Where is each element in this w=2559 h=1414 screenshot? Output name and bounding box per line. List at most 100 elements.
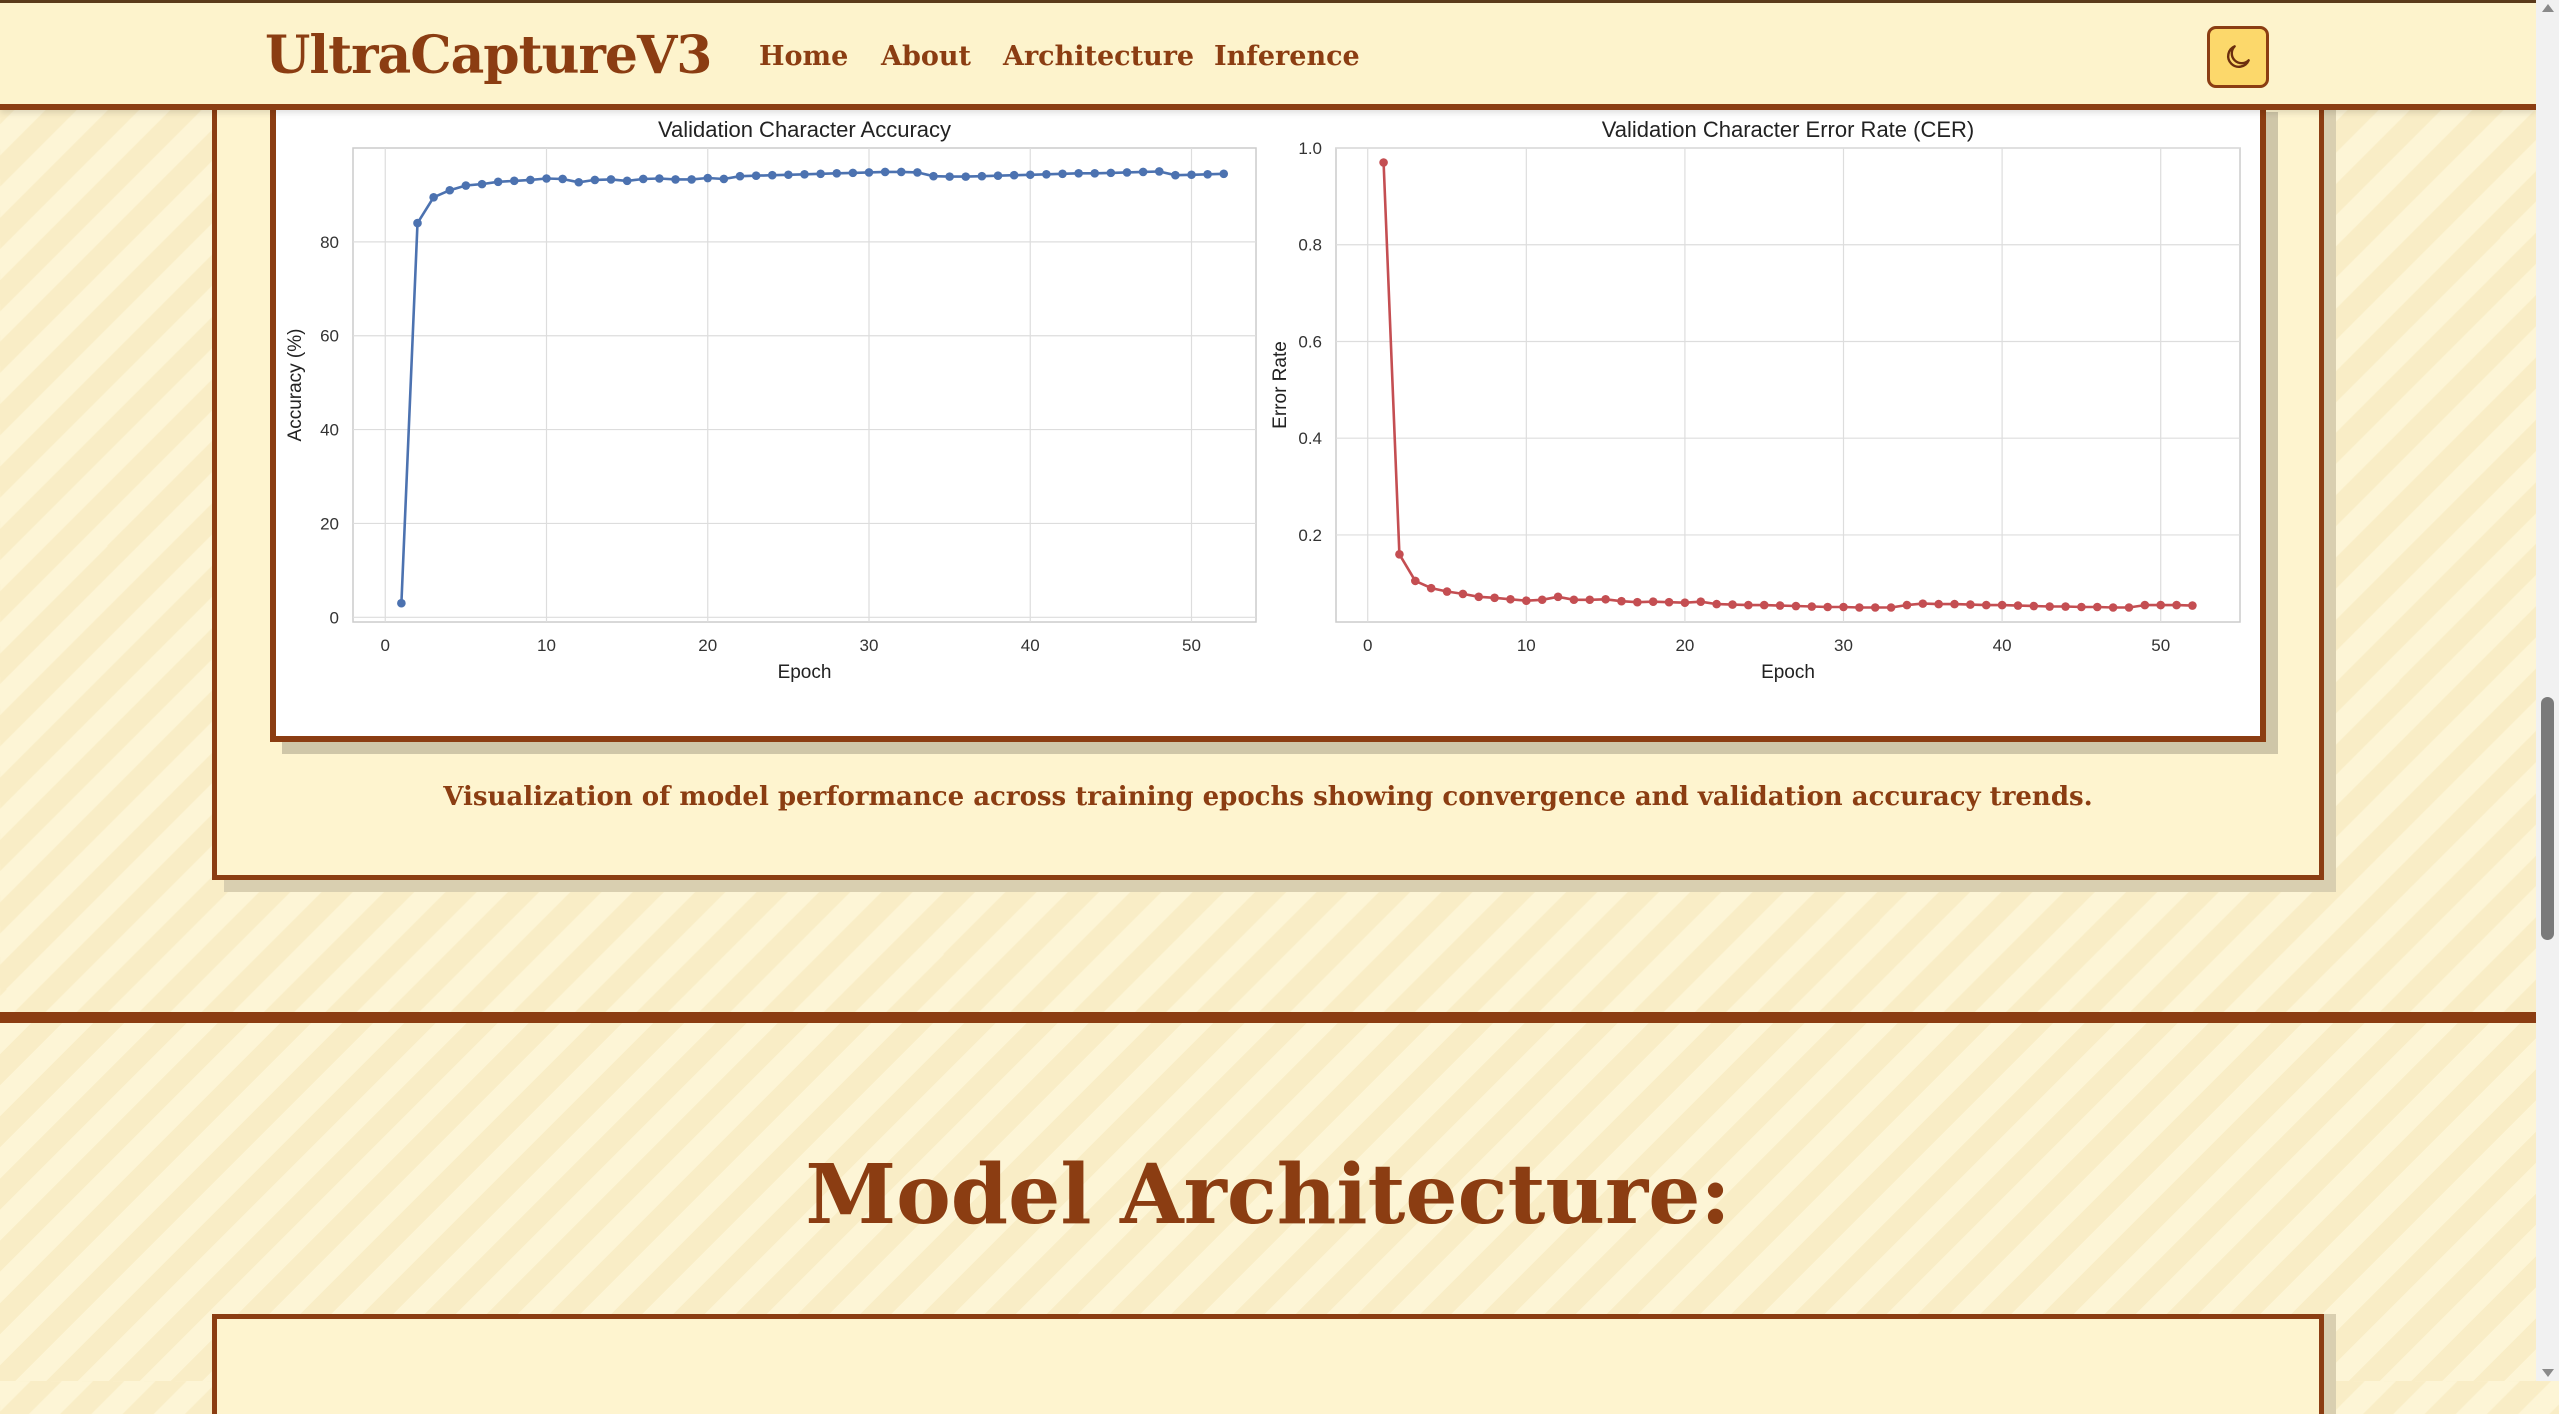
acc-data-point bbox=[864, 168, 874, 177]
nav-link-about[interactable]: About bbox=[881, 41, 971, 72]
scrollbar-thumb[interactable] bbox=[2541, 697, 2554, 940]
training-chart-caption: Visualization of model performance acros… bbox=[443, 782, 2093, 812]
cer-data-point bbox=[1442, 587, 1452, 596]
page-scrollbar[interactable] bbox=[2536, 0, 2559, 1381]
cer-y-axis-label: Error Rate bbox=[1270, 341, 1291, 429]
architecture-card bbox=[212, 1314, 2324, 1414]
training-charts: 0 10 20 30 40 50 0 20 40 60 80 Validation Character… bbox=[285, 117, 2241, 683]
cer-x-tick-label: 10 bbox=[1517, 636, 1536, 655]
acc-data-point bbox=[606, 175, 616, 184]
acc-data-point bbox=[703, 173, 713, 183]
cer-data-point bbox=[1395, 549, 1404, 559]
cer-x-axis-label: Epoch bbox=[1761, 662, 1815, 683]
cer-data-point bbox=[2188, 601, 2197, 610]
cer-data-point bbox=[1918, 599, 1928, 608]
cer-data-point bbox=[1870, 603, 1880, 612]
acc-data-point bbox=[1025, 170, 1035, 180]
acc-x-tick-label: 50 bbox=[1182, 636, 1201, 655]
cer-data-point bbox=[1379, 158, 1388, 167]
cer-series-line bbox=[1382, 162, 2193, 609]
acc-data-point bbox=[784, 170, 793, 180]
cer-data-point bbox=[1458, 589, 1468, 599]
acc-x-tick-label: 40 bbox=[1021, 636, 1040, 655]
nav-link-architecture[interactable]: Architecture bbox=[1003, 41, 1195, 72]
acc-series-line bbox=[400, 170, 1224, 604]
cer-y-tick-label: 0.4 bbox=[1298, 429, 1322, 448]
cer-data-point bbox=[1823, 602, 1832, 612]
acc-data-point bbox=[558, 174, 567, 184]
cer-data-point bbox=[1839, 602, 1848, 612]
cer-data-point bbox=[2124, 603, 2134, 612]
scroll-up-arrow-icon[interactable] bbox=[2542, 4, 2554, 12]
acc-data-point bbox=[929, 171, 938, 181]
cer-x-tick-label: 30 bbox=[1834, 636, 1853, 655]
acc-data-point bbox=[445, 185, 455, 195]
acc-data-point bbox=[1090, 169, 1100, 178]
cer-data-point bbox=[1426, 583, 1436, 593]
acc-data-point bbox=[719, 174, 729, 184]
cer-data-point bbox=[1775, 601, 1785, 610]
cer-data-point bbox=[2140, 600, 2150, 610]
cer-data-point bbox=[1522, 596, 1531, 606]
acc-data-point bbox=[735, 171, 745, 181]
acc-data-point bbox=[832, 169, 842, 178]
training-charts-frame: 0 10 20 30 40 50 0 20 40 60 80 Validation Character… bbox=[270, 100, 2266, 742]
acc-data-point bbox=[1219, 169, 1229, 179]
cer-data-point bbox=[1886, 603, 1896, 612]
cer-data-point bbox=[1633, 597, 1642, 607]
acc-data-point bbox=[767, 170, 777, 180]
acc-data-point bbox=[751, 171, 761, 180]
scroll-down-arrow-icon[interactable] bbox=[2542, 1369, 2554, 1377]
cer-x-tick-label: 20 bbox=[1675, 636, 1694, 655]
cer-data-point bbox=[1712, 599, 1721, 609]
acc-data-point bbox=[1138, 167, 1148, 177]
acc-data-point bbox=[638, 174, 648, 184]
acc-data-point bbox=[1106, 168, 1116, 178]
cer-data-point bbox=[1585, 595, 1595, 605]
cer-x-tick-label: 0 bbox=[1363, 636, 1372, 655]
top-navbar: UltraCaptureV3 Home About Architecture I… bbox=[0, 0, 2536, 110]
acc-y-tick-label: 60 bbox=[320, 327, 339, 346]
acc-data-point bbox=[1009, 170, 1019, 180]
nav-link-inference[interactable]: Inference bbox=[1214, 41, 1360, 72]
acc-data-point bbox=[880, 167, 890, 177]
acc-data-point bbox=[687, 175, 696, 184]
cer-data-point bbox=[2092, 602, 2102, 612]
acc-data-point bbox=[671, 175, 680, 184]
cer-data-point bbox=[2077, 602, 2086, 612]
cer-data-point bbox=[1997, 600, 2007, 610]
theme-toggle-button[interactable] bbox=[2207, 26, 2269, 88]
acc-data-point bbox=[977, 171, 987, 181]
acc-data-point bbox=[1171, 170, 1180, 180]
cer-data-point bbox=[1680, 598, 1690, 607]
cer-data-point bbox=[1648, 597, 1658, 606]
cer-data-point bbox=[2013, 601, 2023, 610]
acc-data-point bbox=[896, 167, 906, 177]
cer-y-tick-label: 1.0 bbox=[1298, 139, 1322, 158]
acc-y-tick-label: 20 bbox=[320, 514, 339, 533]
acc-data-point bbox=[622, 176, 632, 186]
cer-data-point bbox=[2045, 602, 2054, 611]
cer-data-point bbox=[1410, 576, 1420, 586]
acc-data-point bbox=[493, 177, 503, 187]
nav-link-home[interactable]: Home bbox=[759, 41, 849, 72]
acc-data-point bbox=[800, 169, 809, 179]
cer-data-point bbox=[2156, 600, 2166, 610]
cer-data-point bbox=[2061, 602, 2070, 611]
acc-y-tick-label: 80 bbox=[320, 233, 339, 252]
acc-data-point bbox=[590, 175, 600, 185]
brand-logo[interactable]: UltraCaptureV3 bbox=[265, 25, 712, 86]
cer-data-point bbox=[1759, 600, 1769, 610]
cer-data-point bbox=[1855, 603, 1864, 612]
cer-data-point bbox=[1664, 597, 1674, 607]
cer-data-point bbox=[1744, 600, 1753, 610]
acc-data-point bbox=[1203, 169, 1212, 179]
acc-data-point bbox=[542, 174, 551, 183]
cer-chart-title: Validation Character Error Rate (CER) bbox=[1602, 117, 1975, 142]
cer-data-point bbox=[1950, 599, 1959, 609]
acc-plot-area bbox=[352, 147, 1257, 623]
cer-data-point bbox=[2172, 600, 2181, 610]
cer-data-point bbox=[1474, 592, 1484, 602]
cer-data-point bbox=[1934, 599, 1943, 609]
acc-y-tick-label: 40 bbox=[320, 421, 339, 440]
